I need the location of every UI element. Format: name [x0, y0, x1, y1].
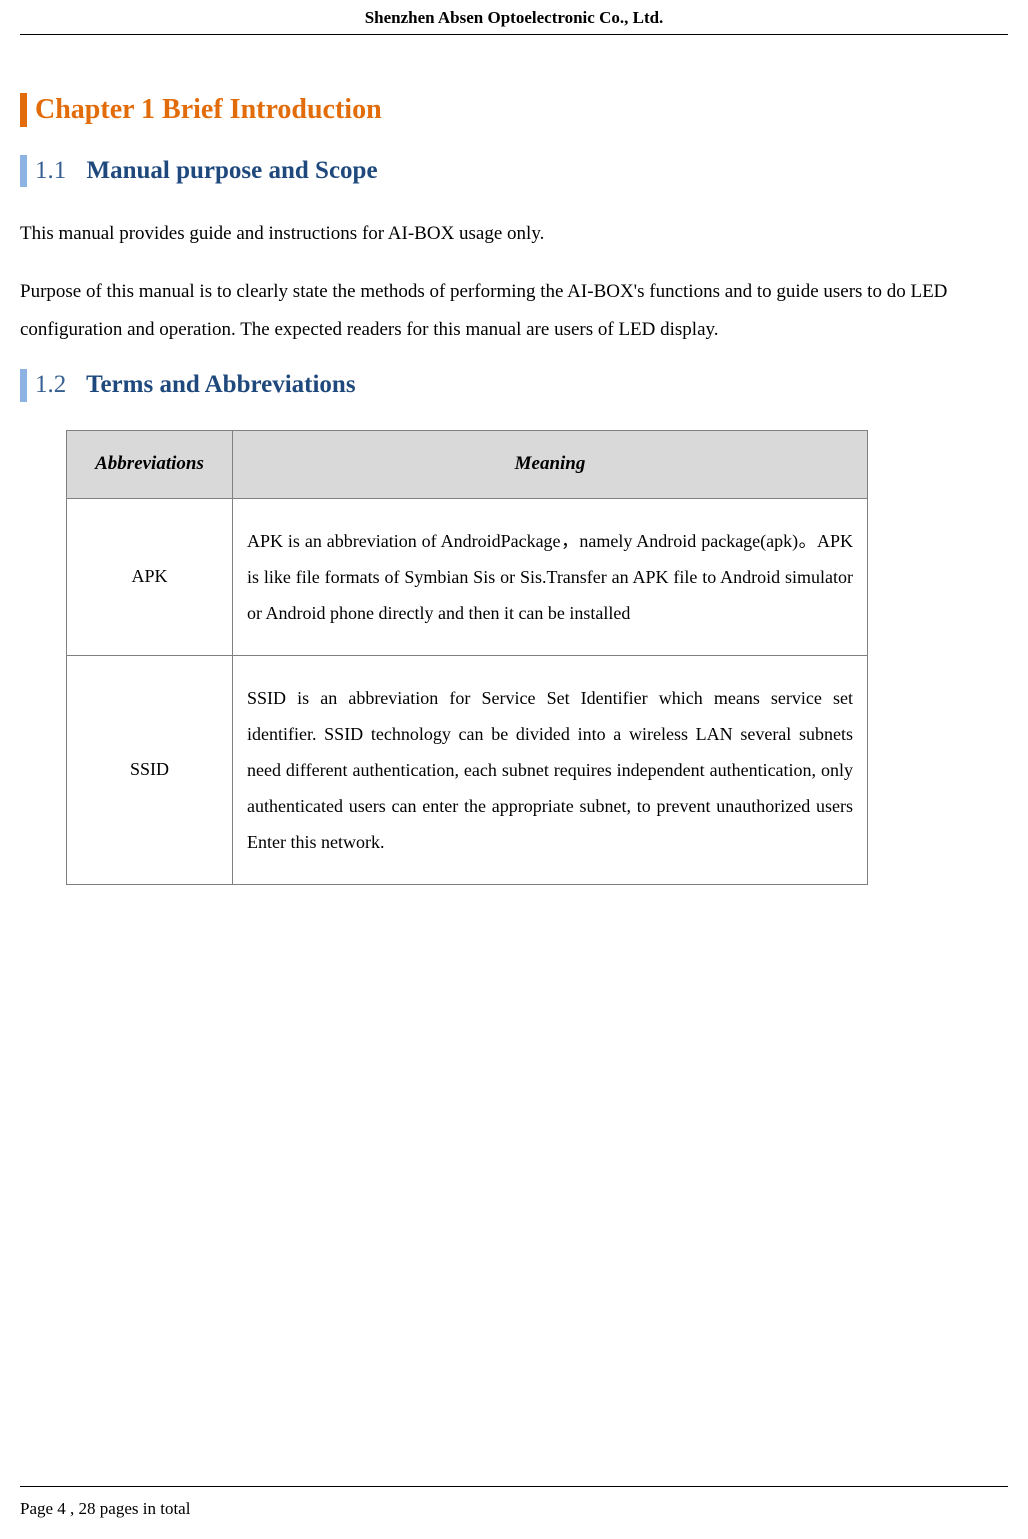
abbrev-cell-ssid: SSID — [67, 655, 233, 884]
section-1-1-para-1: This manual provides guide and instructi… — [20, 215, 1008, 253]
page-number-text: Page 4 , 28 pages in total — [20, 1499, 190, 1518]
chapter-title: Chapter 1 Brief Introduction — [20, 93, 1008, 127]
table-header-row: Abbreviations Meaning — [67, 430, 868, 498]
section-1-2-title: Terms and Abbreviations — [86, 371, 356, 398]
company-name: Shenzhen Absen Optoelectronic Co., Ltd. — [365, 8, 664, 27]
meaning-cell-ssid: SSID is an abbreviation for Service Set … — [233, 655, 868, 884]
table-row: SSID SSID is an abbreviation for Service… — [67, 655, 868, 884]
page-header: Shenzhen Absen Optoelectronic Co., Ltd. — [20, 0, 1008, 35]
terms-table: Abbreviations Meaning APK APK is an abbr… — [66, 430, 868, 885]
section-1-1-heading: 1.1 Manual purpose and Scope — [20, 155, 1008, 188]
section-1-1-para-2: Purpose of this manual is to clearly sta… — [20, 273, 1008, 349]
section-1-2-heading: 1.2 Terms and Abbreviations — [20, 369, 1008, 402]
table-row: APK APK is an abbreviation of AndroidPac… — [67, 498, 868, 655]
abbrev-cell-apk: APK — [67, 498, 233, 655]
page-footer: Page 4 , 28 pages in total — [20, 1486, 1008, 1539]
table-header-meaning: Meaning — [233, 430, 868, 498]
meaning-cell-apk: APK is an abbreviation of AndroidPackage… — [233, 498, 868, 655]
table-header-abbrev: Abbreviations — [67, 430, 233, 498]
page-content: Chapter 1 Brief Introduction 1.1 Manual … — [20, 93, 1008, 1486]
section-1-1-title: Manual purpose and Scope — [87, 157, 378, 184]
document-page: Shenzhen Absen Optoelectronic Co., Ltd. … — [0, 0, 1028, 1539]
section-1-2-number: 1.2 — [35, 371, 66, 398]
section-1-1-number: 1.1 — [35, 157, 66, 184]
